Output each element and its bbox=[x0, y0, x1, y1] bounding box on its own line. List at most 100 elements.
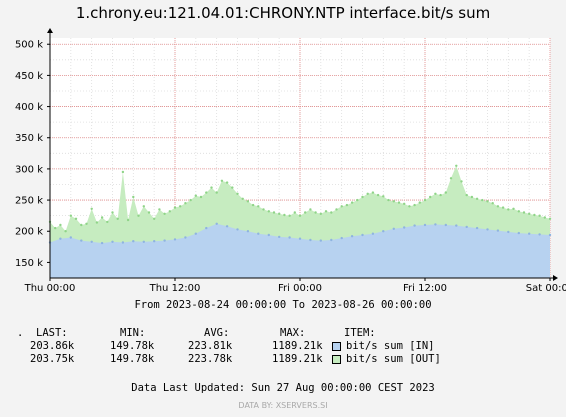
series-layer bbox=[48, 164, 552, 278]
data-point-out bbox=[455, 164, 458, 167]
data-point-out bbox=[111, 211, 114, 214]
data-point-in bbox=[184, 236, 187, 239]
data-point-out bbox=[392, 200, 395, 203]
data-point-out bbox=[137, 214, 140, 217]
legend-in-max: 1189.21k bbox=[272, 340, 323, 352]
y-tick-label: 200 k bbox=[15, 227, 43, 238]
data-point-out bbox=[361, 195, 364, 199]
x-tick-label: Sat 00:00 bbox=[526, 283, 566, 294]
data-point-out bbox=[330, 211, 333, 214]
y-tick-label: 350 k bbox=[15, 133, 43, 144]
data-point-out bbox=[126, 218, 130, 222]
data-point-in bbox=[371, 232, 375, 235]
data-point-out bbox=[210, 186, 213, 189]
data-point-in bbox=[475, 226, 479, 230]
data-point-in bbox=[69, 236, 73, 239]
data-point-in bbox=[507, 230, 510, 234]
data-point-in bbox=[538, 233, 541, 236]
data-point-out bbox=[543, 216, 546, 219]
data-point-in bbox=[298, 237, 302, 240]
data-point-out bbox=[205, 191, 208, 194]
data-point-in bbox=[392, 227, 395, 230]
data-point-out bbox=[278, 212, 281, 215]
data-point-in bbox=[246, 230, 250, 233]
data-point-out bbox=[236, 192, 239, 195]
data-point-out bbox=[262, 208, 265, 211]
x-tick-label: Fri 12:00 bbox=[403, 283, 447, 294]
legend-header-dot: . bbox=[17, 327, 24, 339]
data-point-in bbox=[80, 239, 83, 242]
data-point-in bbox=[340, 236, 343, 240]
data-point-out bbox=[189, 198, 192, 202]
data-point-in bbox=[528, 232, 531, 235]
legend-out-max: 1189.21k bbox=[272, 353, 323, 365]
last-updated-text: Data Last Updated: Sun 27 Aug 00:00:00 C… bbox=[131, 382, 435, 394]
y-tick-label: 400 k bbox=[15, 102, 43, 113]
data-point-out bbox=[215, 191, 218, 194]
data-point-in bbox=[496, 229, 500, 232]
data-point-out bbox=[376, 193, 380, 197]
x-axis-arrow bbox=[553, 275, 558, 281]
data-point-out bbox=[225, 181, 229, 184]
data-point-out bbox=[168, 210, 171, 213]
legend-in-item: bit/s sum [IN] bbox=[346, 340, 435, 352]
data-point-in bbox=[121, 241, 125, 244]
axes bbox=[47, 28, 558, 281]
data-point-out bbox=[350, 201, 354, 204]
data-point-out bbox=[319, 212, 322, 215]
data-point-out bbox=[304, 211, 307, 214]
data-point-out bbox=[429, 195, 432, 199]
data-point-in bbox=[517, 231, 520, 235]
period-text: From 2023-08-24 00:00:00 To 2023-08-26 0… bbox=[134, 299, 432, 311]
data-point-out bbox=[465, 193, 468, 197]
data-point-in bbox=[330, 238, 333, 242]
legend-out-last: 203.75k bbox=[30, 353, 75, 365]
data-point-in bbox=[319, 239, 322, 242]
data-point-out bbox=[59, 223, 62, 227]
data-point-in bbox=[257, 232, 260, 235]
legend-header-min: MIN: bbox=[120, 327, 146, 339]
data-point-out bbox=[314, 211, 317, 214]
data-point-in bbox=[486, 228, 489, 231]
data-point-out bbox=[496, 205, 500, 208]
data-point-out bbox=[194, 194, 197, 197]
data-point-out bbox=[199, 195, 203, 199]
data-point-out bbox=[220, 179, 224, 182]
data-point-in bbox=[350, 235, 354, 238]
data-point-out bbox=[491, 202, 494, 205]
data-point-out bbox=[418, 201, 421, 204]
data-point-out bbox=[382, 195, 385, 198]
data-point-out bbox=[257, 205, 260, 208]
data-point-in bbox=[434, 223, 437, 226]
data-point-out bbox=[481, 198, 484, 202]
data-point-out bbox=[153, 217, 156, 220]
data-point-out bbox=[397, 201, 401, 204]
data-point-out bbox=[54, 226, 57, 230]
data-point-out bbox=[267, 210, 270, 213]
legend-header-avg: AVG: bbox=[204, 327, 230, 339]
data-point-out bbox=[538, 214, 541, 217]
data-point-out bbox=[64, 230, 67, 233]
legend-header-last: LAST: bbox=[36, 327, 68, 339]
data-point-out bbox=[241, 197, 244, 200]
data-point-out bbox=[335, 208, 338, 211]
data-point-out bbox=[288, 214, 291, 217]
data-point-out bbox=[173, 206, 177, 209]
data-point-out bbox=[283, 213, 286, 217]
data-point-out bbox=[439, 193, 442, 197]
data-point-out bbox=[324, 210, 328, 213]
data-point-out bbox=[147, 211, 151, 214]
data-point-out bbox=[501, 206, 505, 209]
data-point-out bbox=[475, 197, 479, 200]
data-point-out bbox=[366, 192, 369, 195]
x-tick-label: Thu 00:00 bbox=[24, 283, 76, 294]
data-point-in bbox=[309, 238, 312, 242]
data-point-in bbox=[132, 240, 135, 243]
data-point-out bbox=[298, 214, 302, 217]
data-point-out bbox=[356, 198, 359, 202]
data-point-out bbox=[522, 211, 526, 214]
data-point-in bbox=[382, 230, 385, 233]
data-point-in bbox=[100, 241, 104, 245]
legend-header-max: MAX: bbox=[280, 327, 306, 339]
data-point-out bbox=[272, 211, 276, 214]
